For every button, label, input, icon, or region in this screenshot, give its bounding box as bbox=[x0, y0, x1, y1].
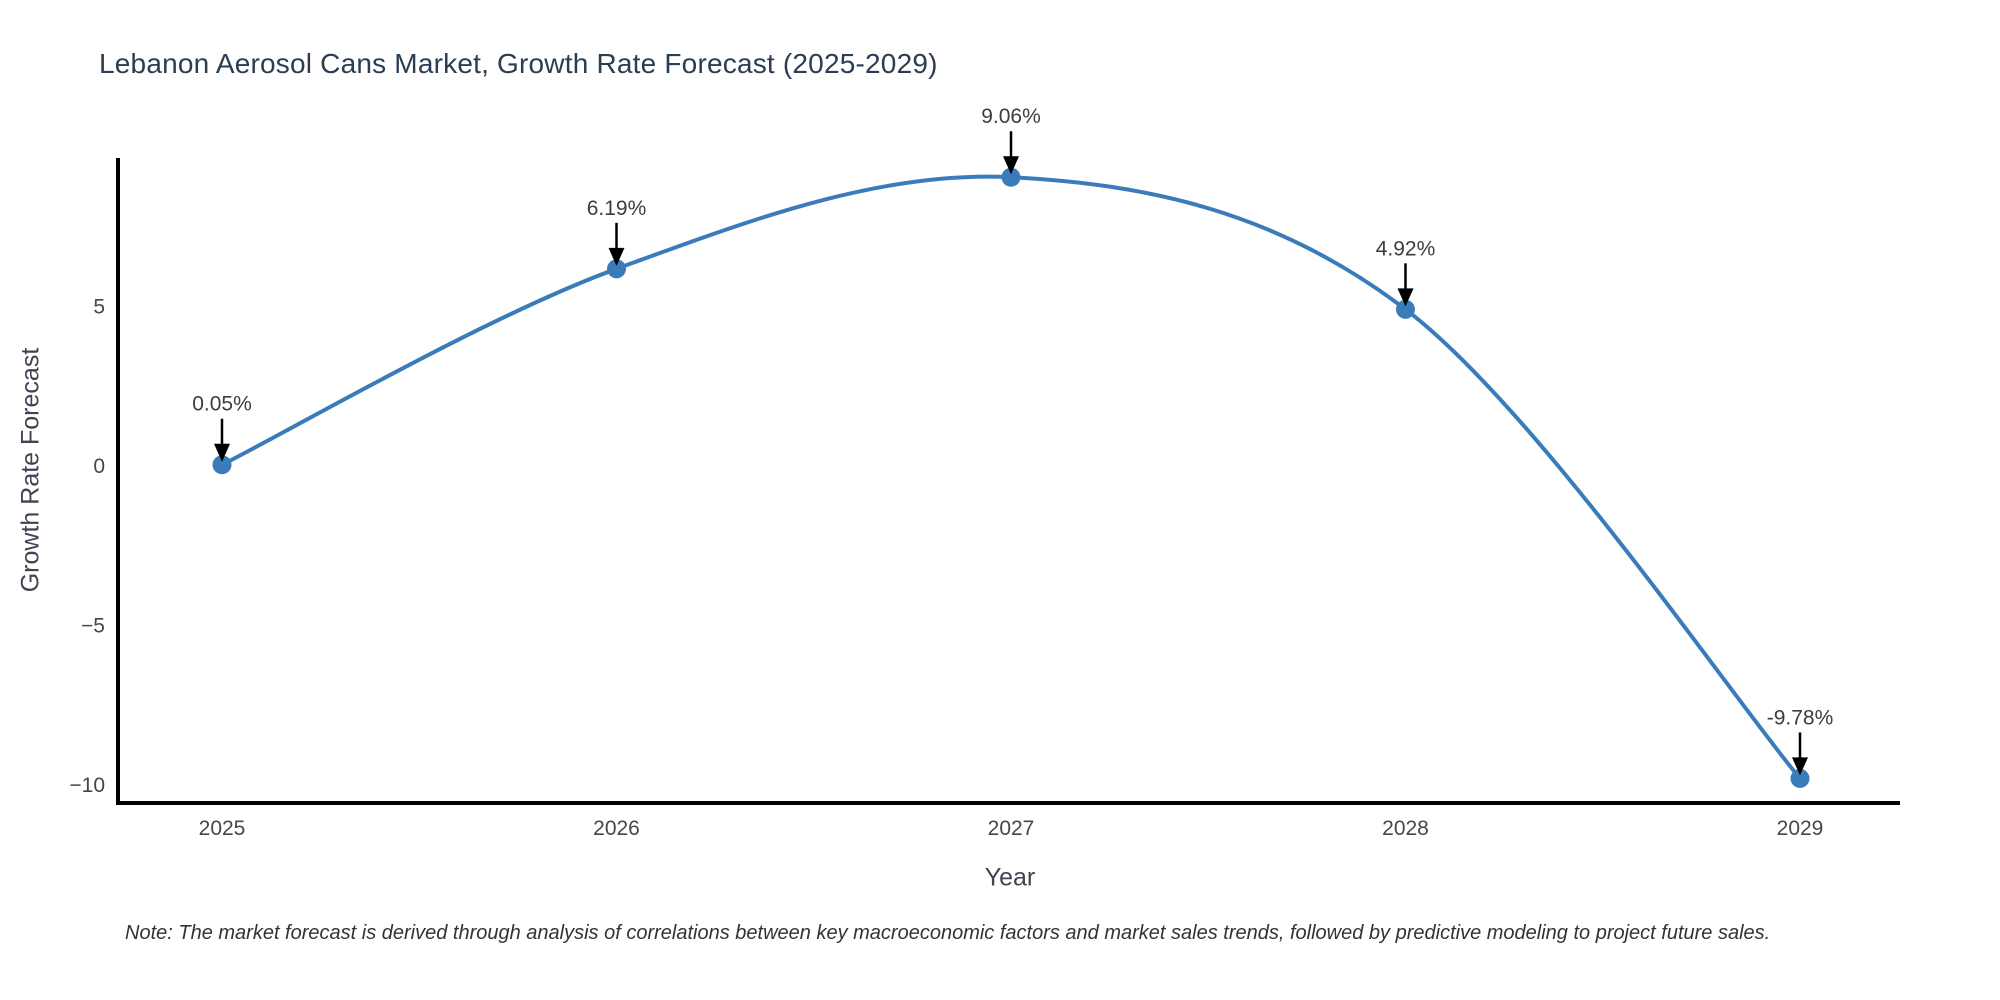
x-tick-label: 2026 bbox=[593, 817, 640, 840]
x-tick-label: 2028 bbox=[1382, 817, 1429, 840]
axis-lines bbox=[116, 158, 1900, 805]
growth-line bbox=[220, 174, 1802, 781]
point-annotation: 0.05% bbox=[192, 393, 252, 416]
footnote: Note: The market forecast is derived thr… bbox=[125, 922, 1771, 944]
x-axis-title: Year bbox=[984, 863, 1036, 892]
annotation-arrowhead-icon bbox=[1003, 156, 1019, 175]
x-tick-label: 2025 bbox=[199, 817, 246, 840]
data-point[interactable] bbox=[607, 259, 626, 279]
point-annotation: 4.92% bbox=[1376, 237, 1436, 260]
x-tick-label: 2029 bbox=[1777, 817, 1824, 840]
x-tick-label: 2027 bbox=[988, 817, 1035, 840]
data-point[interactable] bbox=[1001, 167, 1021, 187]
annotation-arrowhead-icon bbox=[1792, 757, 1808, 776]
annotation-arrowhead-icon bbox=[1397, 288, 1414, 307]
y-tick-label: −10 bbox=[69, 774, 105, 797]
y-tick-label: 0 bbox=[93, 455, 105, 478]
y-tick-label: −5 bbox=[81, 614, 105, 637]
data-point[interactable] bbox=[1790, 768, 1810, 788]
annotation-arrowhead-icon bbox=[608, 247, 625, 266]
point-annotation: -9.78% bbox=[1767, 706, 1834, 729]
annotation-arrowhead-icon bbox=[214, 443, 230, 462]
y-axis-title: Growth Rate Forecast bbox=[16, 347, 45, 593]
data-point[interactable] bbox=[212, 455, 232, 475]
chart-title: Lebanon Aerosol Cans Market, Growth Rate… bbox=[99, 48, 938, 79]
point-annotation: 6.19% bbox=[587, 197, 647, 220]
data-point[interactable] bbox=[1396, 299, 1415, 319]
y-tick-label: 5 bbox=[93, 295, 105, 318]
point-annotation: 9.06% bbox=[981, 105, 1041, 128]
